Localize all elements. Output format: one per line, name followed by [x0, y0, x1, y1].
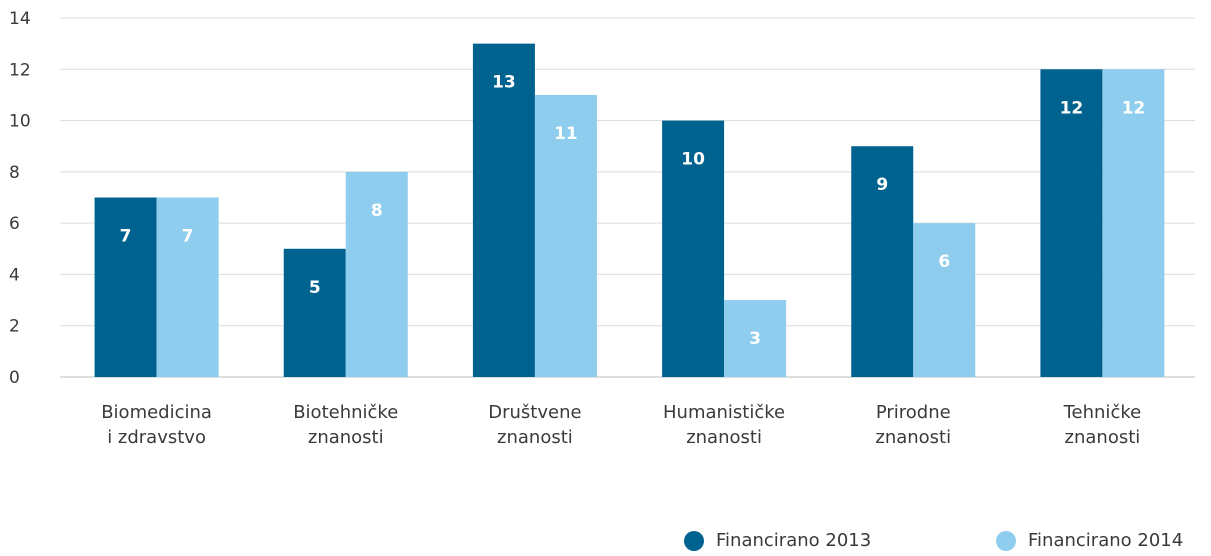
bar-chart: 0 2 4 6 8 10 12 14 7 7 5 8 13 11 10 3 9 6 12 12 Biomedicin… [9, 9, 1195, 448]
bar [1102, 69, 1165, 378]
bar [662, 120, 725, 378]
data-label: 6 [938, 252, 950, 272]
legend: Financirano 2013 Financirano 2014 [684, 530, 1211, 551]
y-tick-label: 8 [9, 163, 20, 183]
category-label: Humanističke znanosti [663, 402, 785, 448]
bar [534, 94, 597, 377]
bar [345, 171, 408, 377]
bar [283, 248, 346, 377]
data-label: 10 [681, 150, 705, 170]
y-tick-label: 4 [9, 265, 20, 285]
data-label: 13 [492, 73, 516, 93]
y-tick-label: 0 [9, 368, 20, 388]
y-tick-label: 10 [9, 112, 31, 132]
bar [724, 300, 787, 377]
legend-swatch-2013 [684, 530, 704, 551]
data-label: 12 [1060, 98, 1084, 118]
gridlines [60, 17, 1195, 378]
data-label: 8 [371, 201, 383, 221]
bar [913, 223, 976, 377]
category-label: Biotehničke znanosti [293, 402, 398, 448]
bars [94, 43, 1165, 378]
data-labels: 7 7 5 8 13 11 10 3 9 6 12 12 [120, 73, 1146, 349]
legend-item-2014: Financirano 2014 [996, 530, 1211, 551]
category-label: Prirodne znanosti [875, 402, 951, 448]
y-tick-label: 14 [9, 9, 31, 29]
data-label: 12 [1122, 98, 1146, 118]
data-label: 7 [120, 227, 132, 247]
data-label: 11 [554, 124, 578, 144]
bar [851, 146, 914, 377]
y-axis-ticks: 0 2 4 6 8 10 12 14 [9, 9, 31, 388]
y-tick-label: 6 [9, 214, 20, 234]
bar [472, 43, 535, 378]
category-label: Društvene znanosti [488, 402, 581, 448]
bar [1040, 69, 1103, 378]
legend-label-2014: Financirano 2014 [1028, 530, 1184, 551]
bar [94, 197, 157, 377]
y-tick-label: 12 [9, 60, 31, 80]
bar [156, 197, 219, 377]
x-axis-categories: Biomedicina i zdravstvo Biotehničke znanost… [101, 402, 1141, 448]
data-label: 9 [876, 175, 888, 195]
y-tick-label: 2 [9, 317, 20, 337]
data-label: 7 [182, 227, 194, 247]
data-label: 5 [309, 278, 321, 298]
category-label: Tehničke znanosti [1063, 402, 1142, 448]
legend-label-2013: Financirano 2013 [716, 530, 872, 551]
data-label: 3 [749, 329, 761, 349]
legend-item-2013: Financirano 2013 [684, 530, 996, 551]
category-label: Biomedicina i zdravstvo [101, 402, 212, 448]
legend-swatch-2014 [996, 530, 1016, 551]
